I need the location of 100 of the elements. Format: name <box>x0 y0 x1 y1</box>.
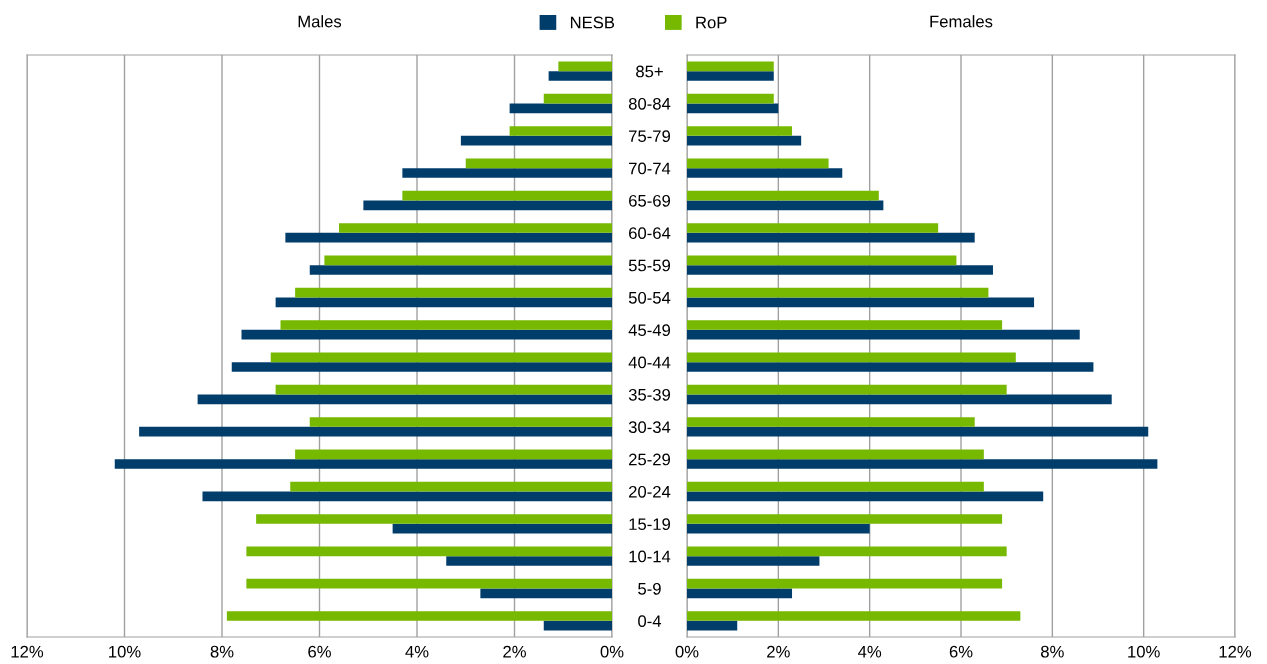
x-tick-label: 2% <box>767 645 790 658</box>
bar <box>687 611 1021 621</box>
bar <box>280 320 612 330</box>
y-tick-label: 30-34 <box>628 421 671 434</box>
bar <box>275 384 612 395</box>
bar <box>687 426 1149 437</box>
bar <box>246 546 612 557</box>
bar <box>687 287 989 298</box>
chart-title: Males <box>298 15 342 28</box>
y-tick-label: 15-19 <box>629 518 671 531</box>
y-tick-label: 55-59 <box>628 259 671 272</box>
bar <box>226 611 612 621</box>
bar <box>687 384 1007 395</box>
bar <box>687 200 884 211</box>
x-tick-label: 0% <box>675 645 699 658</box>
y-tick-label: 85+ <box>636 65 663 78</box>
bar <box>246 578 612 589</box>
bar <box>295 449 612 460</box>
y-tick-label: 5-9 <box>638 582 661 595</box>
bar <box>687 588 793 599</box>
x-tick-label: 10% <box>1128 645 1160 658</box>
bar <box>558 61 612 72</box>
bar <box>687 449 984 460</box>
bar <box>114 459 612 469</box>
bar <box>543 620 612 631</box>
bar <box>687 556 820 566</box>
bar <box>687 394 1112 405</box>
bar <box>509 126 612 136</box>
bar <box>465 158 612 169</box>
bar <box>509 103 612 114</box>
y-tick-label: 80-84 <box>628 97 671 110</box>
y-tick-label: 60-64 <box>629 227 671 240</box>
bar <box>687 255 957 266</box>
bar <box>402 168 612 178</box>
y-tick-label: 20-24 <box>629 485 671 498</box>
x-tick-label: 10% <box>109 645 141 658</box>
x-tick-label: 6% <box>308 645 331 658</box>
bar <box>687 190 879 201</box>
x-tick-label: 12% <box>11 645 44 658</box>
x-tick-label: 6% <box>949 645 973 658</box>
legend-label: NESB <box>570 16 615 29</box>
bar <box>241 329 612 340</box>
y-tick-label: 40-44 <box>628 356 671 369</box>
bar <box>295 287 612 298</box>
bar <box>687 491 1044 502</box>
bar <box>687 459 1158 469</box>
bar <box>687 71 774 81</box>
bar <box>687 362 1094 372</box>
y-tick-label: 35-39 <box>628 388 671 401</box>
bar <box>460 135 612 146</box>
bar <box>256 514 612 524</box>
bar <box>270 352 612 363</box>
bar <box>543 93 612 104</box>
x-tick-label: 8% <box>1041 645 1064 658</box>
x-tick-label: 8% <box>210 645 234 658</box>
bar <box>309 265 612 275</box>
bar <box>231 362 612 372</box>
bar <box>687 232 975 243</box>
legend-label: RoP <box>696 16 727 29</box>
bar <box>363 200 612 211</box>
y-tick-label: 0-4 <box>638 615 662 628</box>
bar <box>446 556 612 566</box>
chart-title: Females <box>930 15 993 28</box>
bar <box>687 523 870 534</box>
bar <box>687 417 975 427</box>
bar <box>687 126 793 136</box>
bar <box>687 352 1016 363</box>
bar <box>687 265 993 275</box>
bar <box>687 93 774 104</box>
bar <box>275 297 612 308</box>
bar <box>480 588 612 599</box>
bar <box>687 514 1003 524</box>
bar <box>687 297 1035 308</box>
x-tick-label: 2% <box>503 645 526 658</box>
y-tick-label: 25-29 <box>629 453 671 466</box>
bar <box>687 158 829 169</box>
x-tick-label: 0% <box>600 645 624 658</box>
bar <box>687 481 984 492</box>
bar <box>202 491 612 502</box>
bar <box>402 190 612 201</box>
y-tick-label: 10-14 <box>629 550 671 563</box>
x-tick-label: 4% <box>858 645 882 658</box>
bar <box>339 223 612 233</box>
bar <box>687 620 738 631</box>
bar <box>687 223 939 233</box>
bar <box>687 168 843 178</box>
bar <box>687 61 774 72</box>
bar <box>687 578 1003 589</box>
bar <box>392 523 612 534</box>
bar <box>548 71 612 81</box>
bar <box>324 255 612 266</box>
bar <box>290 481 612 492</box>
bar <box>309 417 612 427</box>
y-tick-label: 75-79 <box>629 130 671 143</box>
bar <box>687 546 1007 557</box>
y-tick-label: 70-74 <box>629 162 671 175</box>
x-tick-label: 4% <box>405 645 429 658</box>
bar <box>285 232 612 243</box>
bar <box>687 320 1003 330</box>
y-tick-label: 65-69 <box>629 194 671 207</box>
